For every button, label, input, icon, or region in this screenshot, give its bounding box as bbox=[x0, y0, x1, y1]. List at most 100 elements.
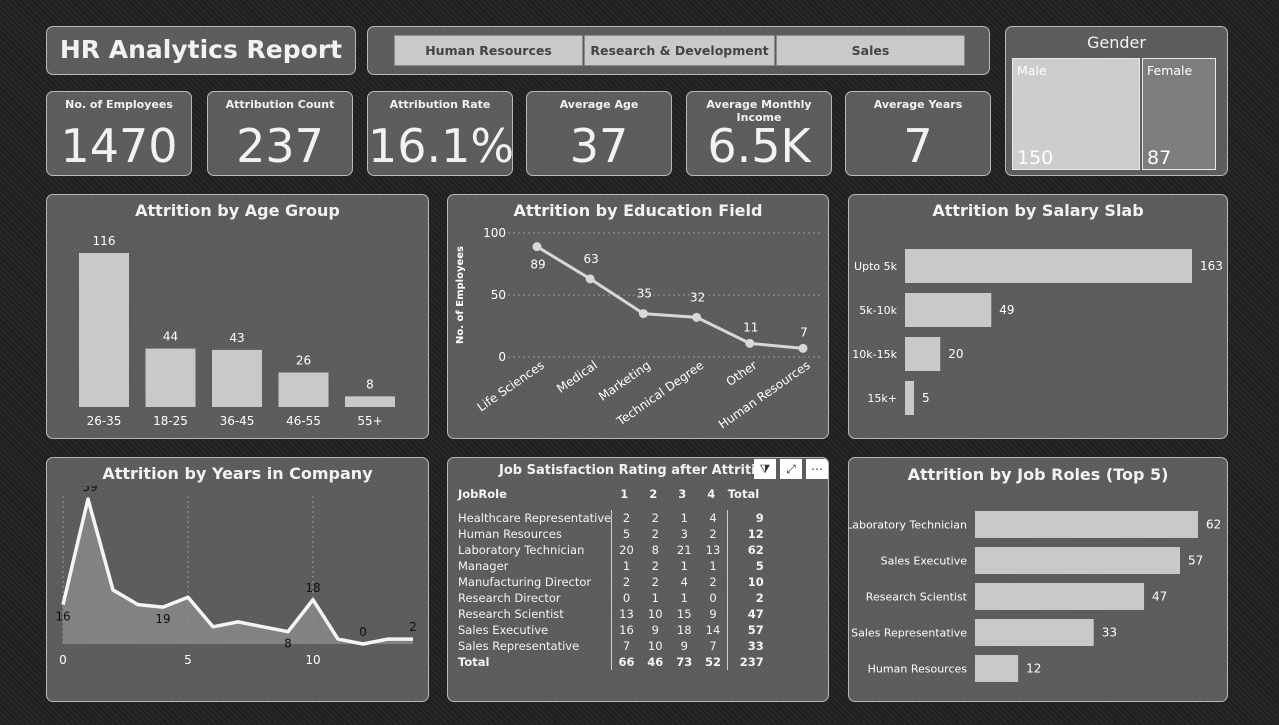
rating-cell: 9 bbox=[709, 607, 717, 621]
rating-cell: 15 bbox=[676, 607, 692, 621]
column-header[interactable]: 4 bbox=[707, 487, 716, 501]
data-point bbox=[532, 242, 542, 252]
y-tick-label: 50 bbox=[491, 288, 506, 302]
matrix-header-row: JobRole 1 2 3 4 Total bbox=[458, 484, 764, 504]
x-tick-label: 55+ bbox=[357, 414, 382, 428]
bar bbox=[975, 547, 1181, 574]
data-label: 8 bbox=[366, 377, 374, 391]
x-tick-label: Life Sciences bbox=[475, 358, 547, 414]
x-tick-label: 26-35 bbox=[87, 414, 122, 428]
bar bbox=[145, 348, 196, 407]
kpi-label: Attribution Rate bbox=[389, 98, 491, 111]
rating-cell: 4 bbox=[680, 575, 688, 589]
more-options-icon[interactable]: ⋯ bbox=[806, 459, 828, 479]
bar bbox=[905, 337, 941, 371]
column-header[interactable]: 3 bbox=[678, 487, 687, 501]
rating-cell: 16 bbox=[611, 622, 641, 638]
data-point bbox=[638, 309, 648, 319]
column-header[interactable]: JobRole bbox=[458, 487, 507, 501]
series-line bbox=[536, 245, 804, 350]
job-satisfaction-card: Job Satisfaction Rating after Attrition … bbox=[447, 457, 829, 702]
years-chart-card: Attrition by Years in Company 0 5 10 16 59 19… bbox=[46, 457, 429, 702]
job-satisfaction-matrix: JobRole 1 2 3 4 Total Healthcare Represe… bbox=[458, 484, 764, 670]
rating-cell: 9 bbox=[651, 623, 659, 637]
job-role-cell: Sales Representative bbox=[458, 639, 580, 653]
x-tick-label: 18-25 bbox=[153, 414, 188, 428]
total-cell: 47 bbox=[727, 606, 764, 622]
rating-cell: 2 bbox=[651, 527, 659, 541]
column-header[interactable]: 1 bbox=[620, 487, 629, 501]
y-tick-label: 15k+ bbox=[867, 392, 897, 405]
slicer-button-research-development[interactable]: Research & Development bbox=[584, 35, 775, 66]
age-group-chart: 116 26-35 44 18-25 43 36-45 26 46-55 8 55+ bbox=[79, 234, 395, 428]
rating-cell: 1 bbox=[651, 591, 659, 605]
rating-cell: 1 bbox=[680, 511, 688, 525]
data-label: 19 bbox=[155, 612, 170, 626]
data-label: 57 bbox=[1188, 554, 1203, 568]
total-cell: 73 bbox=[676, 655, 693, 669]
gender-card: Gender Male 150 Female 87 bbox=[1005, 26, 1228, 176]
report-title: HR Analytics Report bbox=[59, 35, 343, 64]
total-cell: 33 bbox=[727, 638, 764, 654]
rating-cell: 1 bbox=[680, 559, 688, 573]
rating-cell: 2 bbox=[651, 559, 659, 573]
y-tick-label: Upto 5k bbox=[854, 260, 898, 273]
focus-mode-icon[interactable]: ⤢ bbox=[780, 459, 802, 479]
filter-icon[interactable]: ⧩ bbox=[754, 459, 776, 479]
job-role-cell: Human Resources bbox=[458, 527, 562, 541]
job-roles-chart: Laboratory Technician 62 Sales Executive 57… bbox=[849, 511, 1221, 682]
bar bbox=[278, 372, 329, 407]
column-header[interactable]: 2 bbox=[649, 487, 658, 501]
rating-cell: 20 bbox=[611, 542, 641, 558]
treemap-cell-male[interactable]: Male 150 bbox=[1012, 58, 1140, 170]
data-label: 2 bbox=[409, 620, 417, 634]
report-title-card: HR Analytics Report bbox=[46, 26, 356, 75]
table-row: Sales Representative 7 10 9 7 33 bbox=[458, 638, 764, 654]
rating-cell: 3 bbox=[680, 527, 688, 541]
rating-cell: 1 bbox=[680, 591, 688, 605]
job-roles-chart-title: Attrition by Job Roles (Top 5) bbox=[907, 465, 1169, 484]
total-cell: 52 bbox=[704, 655, 721, 669]
data-label: 0 bbox=[359, 625, 367, 639]
rating-cell: 13 bbox=[705, 543, 721, 557]
bar bbox=[975, 583, 1145, 610]
bar bbox=[212, 349, 262, 407]
data-label: 47 bbox=[1152, 590, 1167, 604]
age-group-chart-title: Attrition by Age Group bbox=[135, 201, 340, 220]
job-satisfaction-title: Job Satisfaction Rating after Attrition bbox=[499, 463, 774, 478]
kpi-value: 237 bbox=[236, 119, 324, 173]
data-point bbox=[798, 343, 808, 353]
job-role-cell: Research Director bbox=[458, 591, 561, 605]
data-point bbox=[692, 312, 702, 322]
slicer-button-human-resources[interactable]: Human Resources bbox=[394, 35, 583, 66]
kpi-value: 7 bbox=[903, 119, 933, 173]
x-tick-label: Technical Degree bbox=[613, 358, 706, 429]
treemap-cell-female[interactable]: Female 87 bbox=[1142, 58, 1216, 170]
data-point bbox=[745, 338, 755, 348]
kpi-value: 37 bbox=[569, 119, 629, 173]
age-group-chart-card: Attrition by Age Group 116 26-35 44 18-25 43… bbox=[46, 194, 429, 439]
total-cell: 2 bbox=[727, 590, 764, 606]
grand-total-cell: 237 bbox=[727, 654, 764, 670]
column-header[interactable]: Total bbox=[727, 487, 760, 501]
kpi-card-employees: No. of Employees 1470 bbox=[46, 91, 192, 176]
years-chart: 0 5 10 16 59 19 8 18 0 2 bbox=[55, 486, 417, 667]
table-row: Manufacturing Director 2 2 4 2 10 bbox=[458, 574, 764, 590]
data-label: 49 bbox=[999, 303, 1014, 317]
data-label: 33 bbox=[1102, 626, 1117, 640]
total-cell: 46 bbox=[647, 655, 664, 669]
job-role-cell: Healthcare Representative bbox=[458, 511, 612, 525]
bar bbox=[905, 249, 1192, 283]
bar bbox=[905, 293, 992, 327]
rating-cell: 13 bbox=[611, 606, 641, 622]
total-cell: 10 bbox=[727, 574, 764, 590]
rating-cell: 0 bbox=[611, 590, 641, 606]
job-roles-chart-card: Attrition by Job Roles (Top 5) Laborator… bbox=[848, 457, 1228, 702]
x-tick-label: 10 bbox=[305, 653, 320, 667]
y-tick-label: 10k-15k bbox=[852, 348, 897, 361]
job-role-cell: Research Scientist bbox=[458, 607, 564, 621]
kpi-value: 16.1% bbox=[368, 119, 515, 173]
total-cell: 66 bbox=[611, 654, 641, 670]
rating-cell: 21 bbox=[676, 543, 692, 557]
slicer-button-sales[interactable]: Sales bbox=[776, 35, 965, 66]
